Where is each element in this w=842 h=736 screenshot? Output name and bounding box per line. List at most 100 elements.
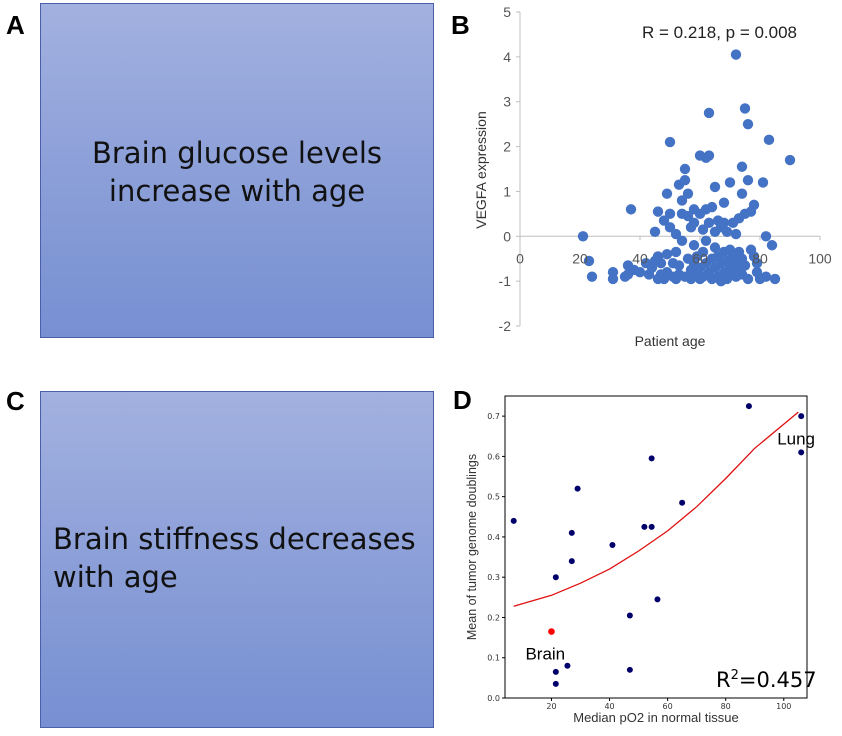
chart-b-xtick-label: 20 xyxy=(572,250,588,266)
chart-d-label-brain: Brain xyxy=(525,645,565,664)
chart-d-point xyxy=(574,485,581,492)
chart-b-xtick-label: 80 xyxy=(752,250,768,266)
chart-b-point xyxy=(682,188,694,199)
chart-b-point xyxy=(742,175,754,186)
chart-d-ytick-label: 0.5 xyxy=(487,493,500,502)
chart-b-xtick-label: 40 xyxy=(632,250,648,266)
chart-b-point xyxy=(736,188,748,199)
chart-b-ytick-label: -2 xyxy=(499,318,512,334)
chart-b-point xyxy=(763,134,775,146)
panel-a-text-line2: increase with age xyxy=(108,174,366,208)
chart-d-xtick-label: 80 xyxy=(721,702,731,711)
chart-d-point xyxy=(568,558,575,565)
chart-b-point xyxy=(718,217,730,229)
chart-b-point xyxy=(709,181,721,193)
chart-b-point xyxy=(676,195,688,206)
chart-b-ytick-label: 0 xyxy=(503,228,511,244)
chart-b-point xyxy=(658,215,670,226)
chart-d-point xyxy=(568,529,575,536)
chart-b-point xyxy=(766,240,778,251)
chart-b-point xyxy=(670,246,682,258)
chart-d-xtick-label: 60 xyxy=(663,702,673,711)
chart-d-point xyxy=(654,596,661,603)
chart-b-point xyxy=(607,273,619,285)
chart-d-point xyxy=(648,523,655,530)
chart-b-point xyxy=(664,208,676,220)
chart-d-point xyxy=(679,499,686,506)
chart-b-point xyxy=(703,107,715,119)
chart-b-point xyxy=(670,228,682,240)
chart-d-r2-annotation: R2=0.457 xyxy=(716,668,817,692)
chart-b-point xyxy=(757,177,769,188)
chart-d-point xyxy=(609,541,616,548)
chart-b-point xyxy=(769,273,781,285)
chart-b-ytick-label: 5 xyxy=(503,4,511,20)
chart-b-point xyxy=(739,103,751,114)
chart-d-point xyxy=(745,403,752,410)
chart-b-point xyxy=(700,235,712,246)
chart-d-point xyxy=(510,517,517,524)
chart-b-point xyxy=(730,49,742,60)
chart-d-point xyxy=(626,612,633,619)
chart-b-ylabel: VEGFA expression xyxy=(473,111,489,229)
chart-d-ytick-label: 0.3 xyxy=(487,573,500,582)
chart-b-point xyxy=(676,235,688,246)
panel-letter-c: C xyxy=(6,386,25,416)
chart-d-label-lung: Lung xyxy=(777,429,815,448)
chart-b-ytick-label: 3 xyxy=(503,94,511,110)
chart-b-point xyxy=(661,188,673,199)
chart-d-ytick-label: 0.1 xyxy=(487,654,500,663)
chart-b-point xyxy=(748,199,760,211)
chart-b-point xyxy=(718,197,730,208)
chart-d-xtick-label: 20 xyxy=(546,702,556,711)
chart-d-ytick-label: 0.4 xyxy=(487,533,500,542)
chart-b-point xyxy=(760,271,772,282)
chart-d-ytick-label: 0.0 xyxy=(487,694,500,703)
chart-b-point xyxy=(661,249,673,260)
chart-b-point xyxy=(784,154,796,166)
chart-d-point xyxy=(798,413,805,420)
chart-d-point xyxy=(552,574,559,581)
chart-b-point xyxy=(625,204,637,215)
chart-b-point xyxy=(721,226,733,237)
chart-b-point xyxy=(652,206,664,217)
panel-a-box: Brain glucose levels increase with age xyxy=(40,3,434,338)
chart-b-xtick-label: 100 xyxy=(808,250,832,266)
chart-b-point xyxy=(634,266,646,278)
chart-d-point xyxy=(552,668,559,675)
chart-d-r2-sup: 2 xyxy=(731,668,739,683)
chart-b-annotation: R = 0.218, p = 0.008 xyxy=(642,23,797,42)
chart-b-point xyxy=(688,240,700,251)
panel-c-text-line2: with age xyxy=(53,560,178,594)
panel-letter-d: D xyxy=(453,385,472,415)
chart-b-point xyxy=(742,118,754,130)
chart-d-point xyxy=(552,680,559,687)
chart-b-point xyxy=(682,210,694,222)
chart-b-point xyxy=(736,161,748,172)
chart-b-xtick-label: 0 xyxy=(516,250,524,266)
chart-d-point-highlight xyxy=(548,628,555,635)
chart-b-point xyxy=(655,258,667,269)
chart-d-fit-line xyxy=(513,411,799,607)
chart-b-point xyxy=(577,231,589,242)
chart-b-point xyxy=(709,242,721,253)
chart-b-point xyxy=(679,175,691,186)
chart-d-point xyxy=(626,666,633,673)
chart-b-point xyxy=(697,224,709,235)
chart-b-point xyxy=(730,228,742,240)
chart-b-xtick-label: 60 xyxy=(692,250,708,266)
panel-c-box: Brain stiffness decreases with age xyxy=(40,391,434,728)
panel-c-text: Brain stiffness decreases with age xyxy=(53,520,416,596)
chart-b-point xyxy=(679,163,691,175)
chart-d-xtick-label: 100 xyxy=(776,702,791,711)
chart-d-point xyxy=(798,449,805,456)
panel-a-text: Brain glucose levels increase with age xyxy=(41,134,433,210)
chart-d-ytick-label: 0.7 xyxy=(487,412,500,421)
chart-d-r2-value: =0.457 xyxy=(739,668,817,692)
chart-b-point xyxy=(697,246,709,258)
panel-c-text-line1: Brain stiffness decreases xyxy=(53,522,416,556)
chart-d-ytick-label: 0.6 xyxy=(487,452,500,461)
chart-b-point xyxy=(751,258,763,269)
chart-b-point xyxy=(586,271,598,282)
